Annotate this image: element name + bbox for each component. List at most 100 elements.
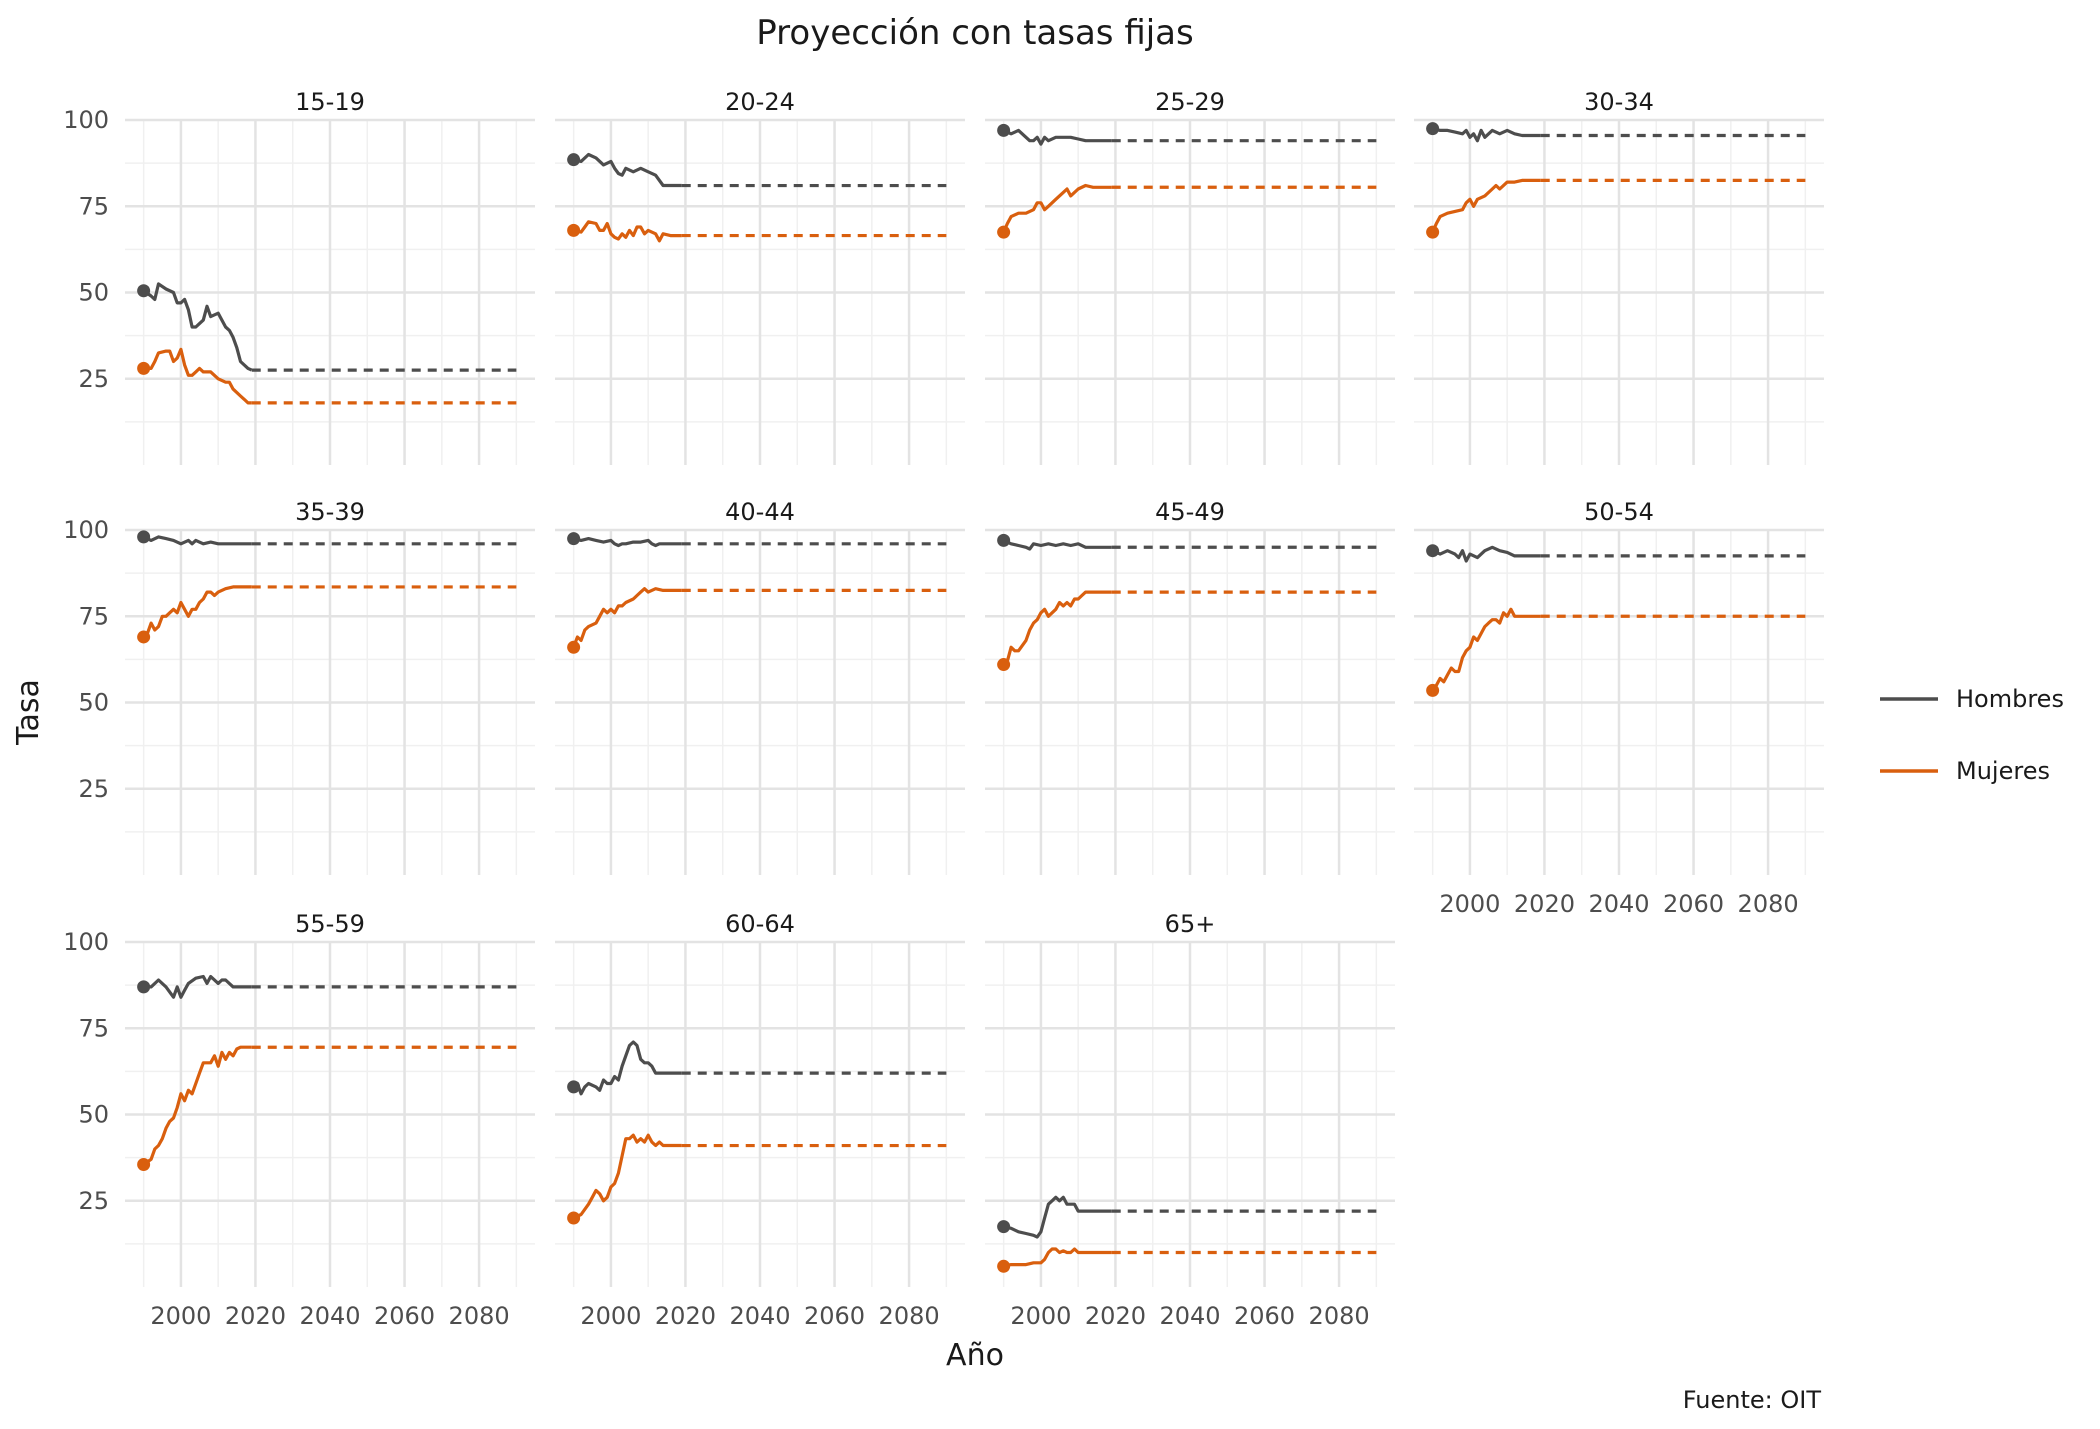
legend: Hombres Mujeres xyxy=(1880,685,2064,785)
legend-label: Mujeres xyxy=(1956,757,2050,785)
x-tick-label: 2080 xyxy=(1738,890,1799,918)
start-point-Mujeres xyxy=(137,1158,151,1172)
series-line-Mujeres xyxy=(142,1045,252,1166)
start-point-Mujeres xyxy=(1426,683,1440,697)
panel-title: 55-59 xyxy=(295,910,365,938)
series-line-Mujeres xyxy=(572,587,682,648)
y-tick-label: 50 xyxy=(78,689,109,717)
start-point-Hombres xyxy=(997,533,1011,547)
panel-grid xyxy=(125,528,535,875)
legend-item-Mujeres: Mujeres xyxy=(1880,757,2050,785)
series-line-Mujeres xyxy=(1431,178,1541,233)
start-point-Hombres xyxy=(997,1220,1011,1234)
start-point-Mujeres xyxy=(567,223,581,237)
x-tick-label: 2020 xyxy=(655,1302,716,1330)
x-tick-label: 2040 xyxy=(299,1302,360,1330)
series-line-Mujeres xyxy=(1002,183,1112,233)
start-point-Mujeres xyxy=(137,361,151,375)
x-tick-label: 2040 xyxy=(1588,890,1649,918)
start-point-Mujeres xyxy=(997,658,1011,672)
series-line-Mujeres xyxy=(572,1133,682,1220)
panel-grid xyxy=(1414,118,1824,465)
x-tick-label: 2000 xyxy=(580,1302,641,1330)
x-tick-label: 2060 xyxy=(1663,890,1724,918)
legend-label: Hombres xyxy=(1956,685,2064,713)
series-line-Hombres xyxy=(1432,127,1541,143)
series-line-Hombres xyxy=(1003,1195,1112,1239)
panel-title: 45-49 xyxy=(1155,498,1225,526)
series-line-Hombres xyxy=(573,152,682,188)
panel-title: 50-54 xyxy=(1584,498,1654,526)
y-tick-label: 50 xyxy=(78,279,109,307)
x-tick-label: 2040 xyxy=(729,1302,790,1330)
panel-15-19: 15-19 25 50 75 100 xyxy=(63,88,535,465)
x-tick-label: 2080 xyxy=(879,1302,940,1330)
x-tick-label: 2080 xyxy=(1309,1302,1370,1330)
y-tick-label: 25 xyxy=(78,1187,109,1215)
panel-grid xyxy=(125,940,535,1287)
panel-grid xyxy=(985,118,1395,465)
panel-grid xyxy=(985,940,1395,1287)
y-axis-label: Tasa xyxy=(11,679,46,746)
y-tick-label: 75 xyxy=(78,602,109,630)
series-line-Hombres xyxy=(1002,128,1112,146)
start-point-Hombres xyxy=(997,123,1011,137)
panel-50-54: 50-54 2000 2020 2040 2060 2080 xyxy=(1414,498,1824,918)
series-line-Hombres xyxy=(142,282,253,372)
x-tick-label: 2060 xyxy=(804,1302,865,1330)
panel-grid xyxy=(555,118,965,465)
y-tick-label: 25 xyxy=(78,775,109,803)
x-tick-label: 2000 xyxy=(150,1302,211,1330)
start-point-Mujeres xyxy=(567,1211,581,1225)
y-tick-label: 100 xyxy=(63,106,109,134)
panel-40-44: 40-44 xyxy=(555,498,965,875)
panel-grid xyxy=(555,940,965,1287)
x-tick-label: 2060 xyxy=(374,1302,435,1330)
series-line-Mujeres xyxy=(1431,607,1541,692)
series-line-Hombres xyxy=(1002,538,1112,551)
panel-title: 40-44 xyxy=(725,498,795,526)
series-line-Hombres xyxy=(573,537,682,548)
x-tick-label: 2020 xyxy=(1085,1302,1146,1330)
panel-title: 30-34 xyxy=(1584,88,1654,116)
panels: 15-19 25 50 75 100 20-24 25-29 30-34 35-39 25 50 75… xyxy=(63,88,1824,1330)
x-tick-label: 2080 xyxy=(449,1302,510,1330)
series-line-Mujeres xyxy=(142,585,252,639)
series-line-Mujeres xyxy=(143,347,252,405)
x-tick-label: 2020 xyxy=(225,1302,286,1330)
start-point-Hombres xyxy=(137,530,151,544)
start-point-Mujeres xyxy=(137,630,151,644)
y-tick-label: 25 xyxy=(78,365,109,393)
panel-grid xyxy=(1414,528,1824,875)
series-line-Mujeres xyxy=(1002,590,1112,666)
panel-35-39: 35-39 25 50 75 100 xyxy=(63,498,535,875)
panel-title: 65+ xyxy=(1165,910,1216,938)
panel-20-24: 20-24 xyxy=(555,88,965,465)
series-line-Hombres xyxy=(142,535,252,546)
x-axis-label: Año xyxy=(946,1338,1004,1373)
y-tick-label: 100 xyxy=(63,516,109,544)
start-point-Hombres xyxy=(567,1080,581,1094)
start-point-Mujeres xyxy=(567,640,581,654)
panel-45-49: 45-49 xyxy=(985,498,1395,875)
panel-65+: 65+ 2000 2020 2040 2060 2080 xyxy=(985,910,1395,1330)
start-point-Hombres xyxy=(137,284,151,298)
panel-25-29: 25-29 xyxy=(985,88,1395,465)
panel-title: 35-39 xyxy=(295,498,365,526)
series-line-Hombres xyxy=(143,974,252,999)
panel-grid xyxy=(985,528,1395,875)
chart-title: Proyección con tasas fijas xyxy=(756,13,1193,53)
y-tick-label: 50 xyxy=(78,1101,109,1129)
panel-title: 15-19 xyxy=(295,88,365,116)
panel-title: 25-29 xyxy=(1155,88,1225,116)
panel-grid xyxy=(555,528,965,875)
x-tick-label: 2040 xyxy=(1159,1302,1220,1330)
start-point-Hombres xyxy=(567,153,581,167)
panel-55-59: 55-59 25 50 75 100 2000 2020 2040 2060 2080 xyxy=(63,910,535,1330)
start-point-Hombres xyxy=(1426,544,1440,558)
series-line-Mujeres xyxy=(1003,1247,1112,1268)
series-line-Hombres xyxy=(1431,545,1541,563)
legend-item-Hombres: Hombres xyxy=(1880,685,2064,713)
